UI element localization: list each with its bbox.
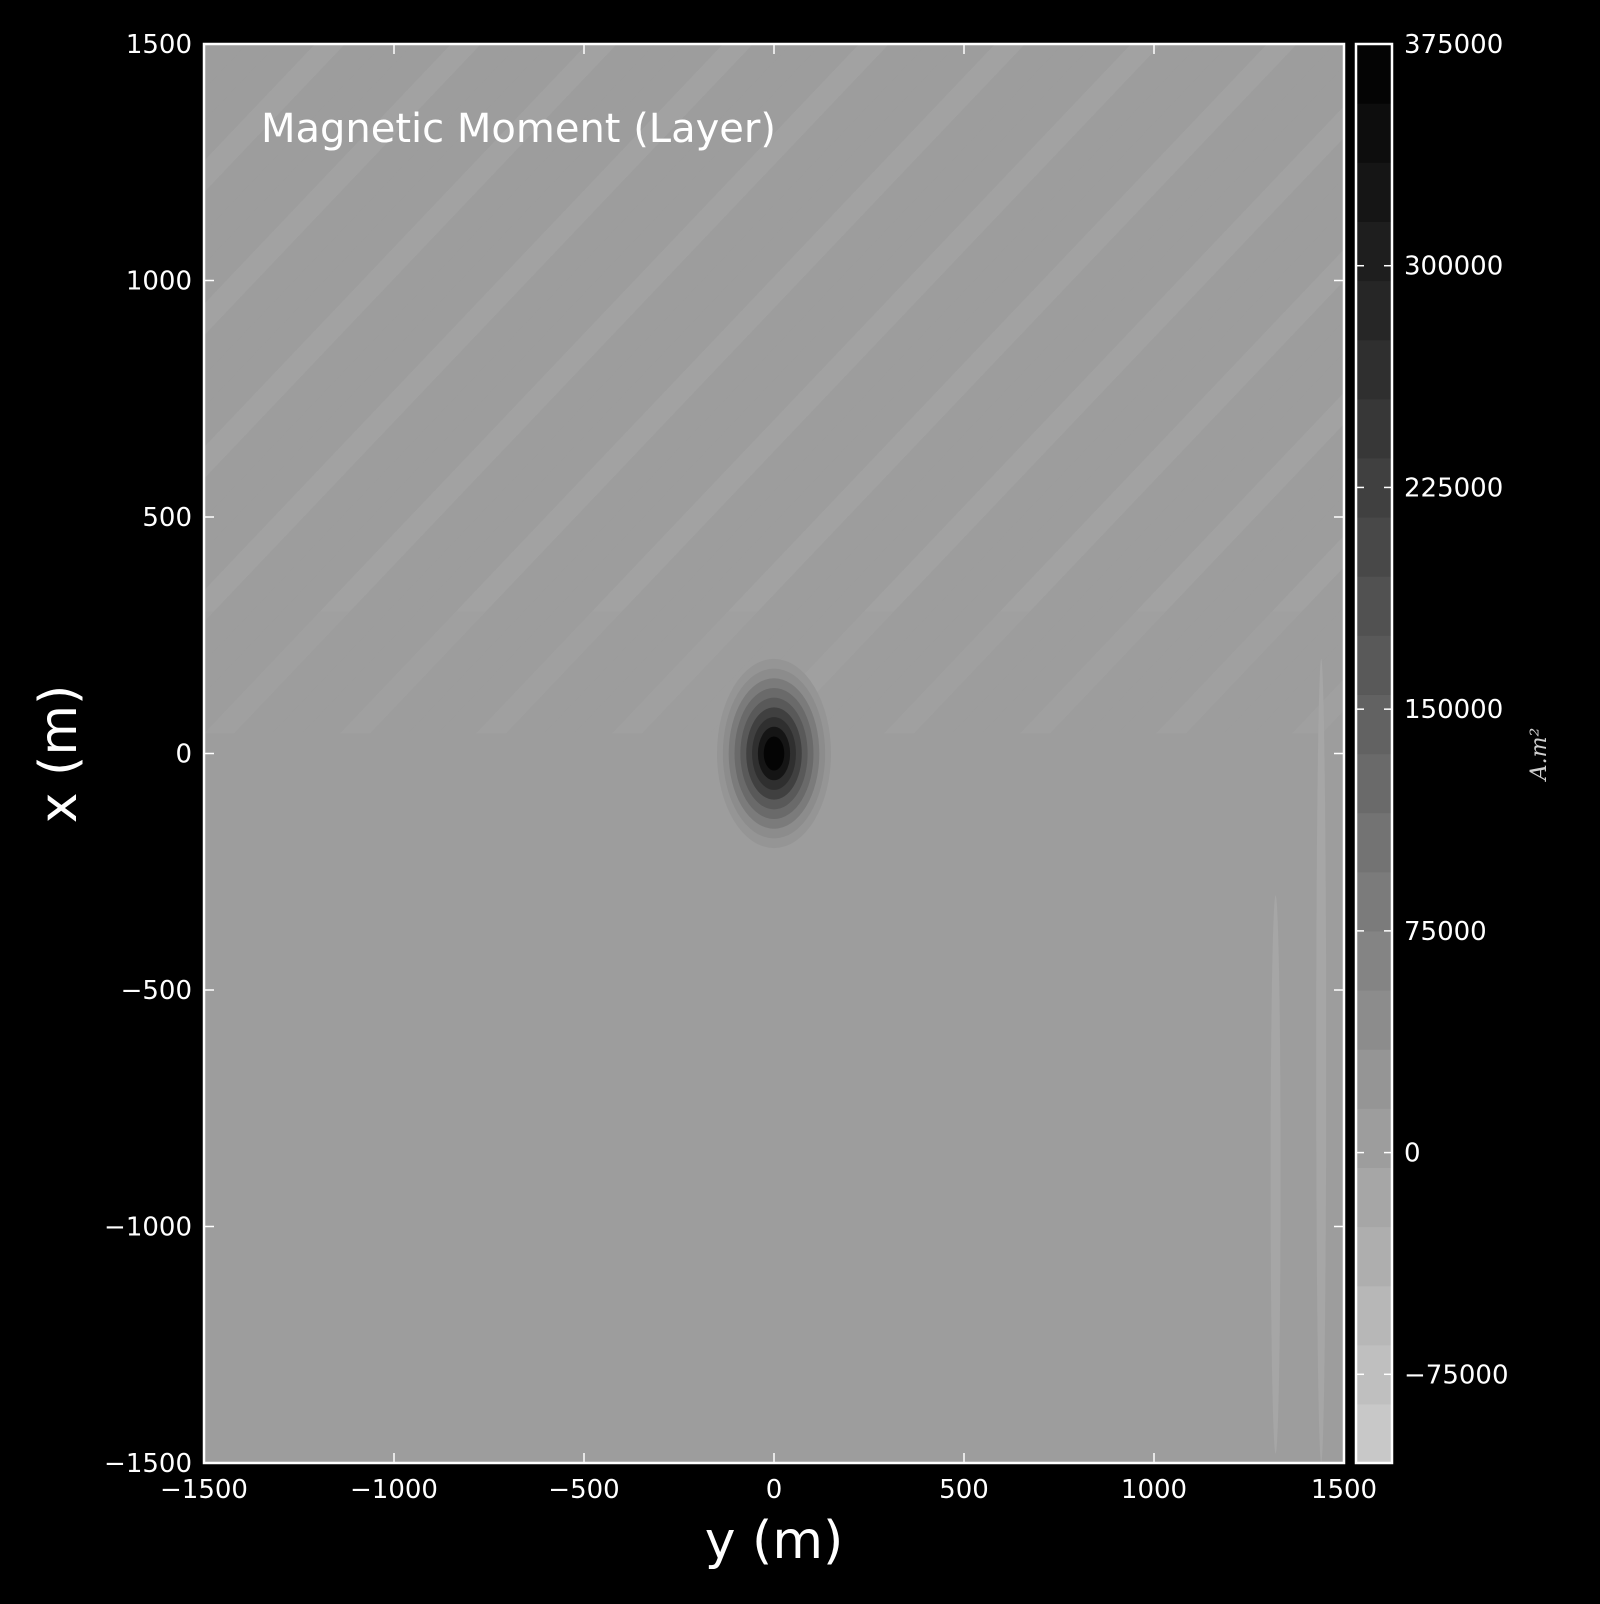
- colorbar-frame: [1354, 42, 1394, 1465]
- colorbar-band: [1356, 1167, 1392, 1228]
- stripe-band: [204, 44, 278, 121]
- stripe-band: [204, 44, 482, 336]
- stripe-band: [680, 44, 1344, 734]
- stripe-band: [204, 44, 346, 193]
- colorbar-tick-label: 75000: [1404, 917, 1487, 947]
- colorbar-band: [1356, 812, 1392, 873]
- stripe-band: [272, 44, 958, 734]
- colorbar-band: [1356, 1226, 1392, 1287]
- x-tick-label: 500: [939, 1475, 989, 1505]
- anomaly-contour: [763, 736, 785, 771]
- x-tick-label: 0: [766, 1475, 783, 1505]
- stripe-band: [884, 249, 1344, 734]
- colorbar: −75000 0 75000 150000 225000 300000 375000 A.m…: [1354, 30, 1552, 1465]
- colorbar-band: [1356, 517, 1392, 577]
- plot-area: Magnetic Moment (Layer): [202, 42, 1346, 1465]
- colorbar-tick-label: 0: [1404, 1139, 1421, 1169]
- colorbar-band: [1356, 1403, 1392, 1464]
- diagonal-stripes: [204, 44, 1344, 794]
- stripe-band: [204, 44, 550, 408]
- colorbar-band: [1356, 694, 1392, 755]
- x-tick-label: 1000: [1121, 1475, 1187, 1505]
- stripe-band: [952, 320, 1344, 734]
- stripe-band: [204, 44, 210, 50]
- colorbar-tick-label: −75000: [1404, 1360, 1509, 1390]
- colorbar-unit-label: A.m²: [1527, 728, 1552, 783]
- colorbar-band: [1356, 221, 1392, 282]
- colorbar-band: [1356, 871, 1392, 932]
- stripe-band: [1224, 607, 1344, 734]
- stripe-band: [544, 44, 1230, 734]
- colorbar-band: [1356, 990, 1392, 1050]
- colorbar-band: [1356, 339, 1392, 400]
- y-tick-label: 500: [142, 503, 192, 533]
- stripe-band: [204, 44, 618, 479]
- colorbar-band: [1356, 103, 1392, 163]
- x-axis-title: y (m): [705, 1511, 844, 1571]
- y-tick-label: −1000: [104, 1213, 192, 1243]
- central-anomaly: [717, 658, 831, 849]
- stripe-band: [408, 44, 1094, 734]
- x-tick-label: −500: [548, 1475, 619, 1505]
- colorbar-bands: [1356, 44, 1392, 1464]
- stripe-band: [1156, 535, 1344, 734]
- colorbar-band: [1356, 1108, 1392, 1168]
- colorbar-band: [1356, 162, 1392, 222]
- colorbar-tick-label: 375000: [1404, 30, 1503, 60]
- edge-lobe: [1270, 895, 1281, 1454]
- y-tick-label: −500: [121, 976, 192, 1006]
- colorbar-band: [1356, 1285, 1392, 1346]
- colorbar-tick-label: 300000: [1404, 252, 1503, 282]
- y-tick-label: −1500: [104, 1449, 192, 1479]
- colorbar-ticks: −75000 0 75000 150000 225000 300000 375000: [1356, 30, 1509, 1390]
- stripe-band: [204, 44, 754, 622]
- y-axis: −1500 −1000 −500 0 500 1000 1500: [104, 30, 1344, 1479]
- x-tick-label: 1500: [1311, 1475, 1377, 1505]
- stripe-band: [1088, 464, 1344, 734]
- edge-lobe: [1316, 658, 1327, 1463]
- stripe-band: [1292, 678, 1344, 734]
- colorbar-band: [1356, 753, 1392, 814]
- stripe-band: [204, 44, 414, 265]
- x-axis: −1500 −1000 −500 0 500 1000 1500: [160, 44, 1377, 1505]
- colorbar-band: [1356, 635, 1392, 695]
- colorbar-band: [1356, 1049, 1392, 1109]
- stripe-band: [204, 44, 890, 734]
- colorbar-tick-label: 150000: [1404, 695, 1503, 725]
- stripe-band: [612, 44, 1298, 734]
- x-tick-label: −1000: [350, 1475, 438, 1505]
- y-tick-label: 1000: [126, 267, 192, 297]
- colorbar-band: [1356, 930, 1392, 991]
- colorbar-tick-label: 225000: [1404, 473, 1503, 503]
- stripe-band: [748, 106, 1344, 734]
- edge-lobes: [1270, 658, 1327, 1463]
- colorbar-band: [1356, 280, 1392, 341]
- colorbar-band: [1356, 44, 1392, 104]
- colorbar-band: [1356, 576, 1392, 636]
- y-axis-title: x (m): [29, 685, 89, 824]
- stripe-band: [1020, 392, 1344, 734]
- stripe-band: [204, 44, 686, 551]
- plot-title: Magnetic Moment (Layer): [261, 106, 776, 152]
- y-tick-label: 1500: [126, 30, 192, 60]
- colorbar-band: [1356, 398, 1392, 459]
- stripe-band: [476, 44, 1162, 734]
- y-tick-label: 0: [175, 740, 192, 770]
- x-tick-label: −1500: [160, 1475, 248, 1505]
- stripe-band: [340, 44, 1026, 734]
- stripe-band: [816, 177, 1344, 734]
- stripe-band: [204, 44, 822, 694]
